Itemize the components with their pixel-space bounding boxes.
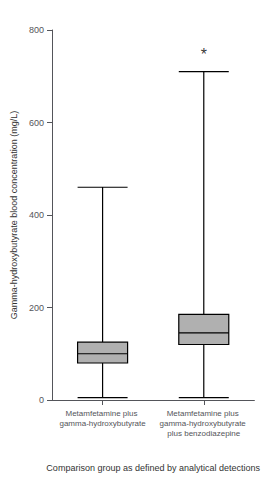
svg-text:Metamfetamine plus: Metamfetamine plus	[65, 409, 139, 418]
svg-text:Gamma-hydroxybutyrate blood co: Gamma-hydroxybutyrate blood concentratio…	[9, 111, 19, 320]
svg-text:800: 800	[29, 25, 44, 35]
svg-text:gamma-hydroxybutyrate: gamma-hydroxybutyrate	[59, 419, 146, 428]
svg-text:*: *	[201, 46, 207, 63]
svg-text:600: 600	[29, 118, 44, 128]
svg-text:400: 400	[29, 210, 44, 220]
svg-text:Comparison group as defined by: Comparison group as defined by analytica…	[46, 463, 260, 473]
svg-text:200: 200	[29, 303, 44, 313]
svg-text:plus benzodiazepine: plus benzodiazepine	[167, 429, 240, 438]
svg-text:Metamfetamine plus: Metamfetamine plus	[167, 409, 241, 418]
svg-text:gamma-hydroxybutyrate: gamma-hydroxybutyrate	[160, 419, 248, 428]
svg-text:0: 0	[39, 395, 44, 405]
